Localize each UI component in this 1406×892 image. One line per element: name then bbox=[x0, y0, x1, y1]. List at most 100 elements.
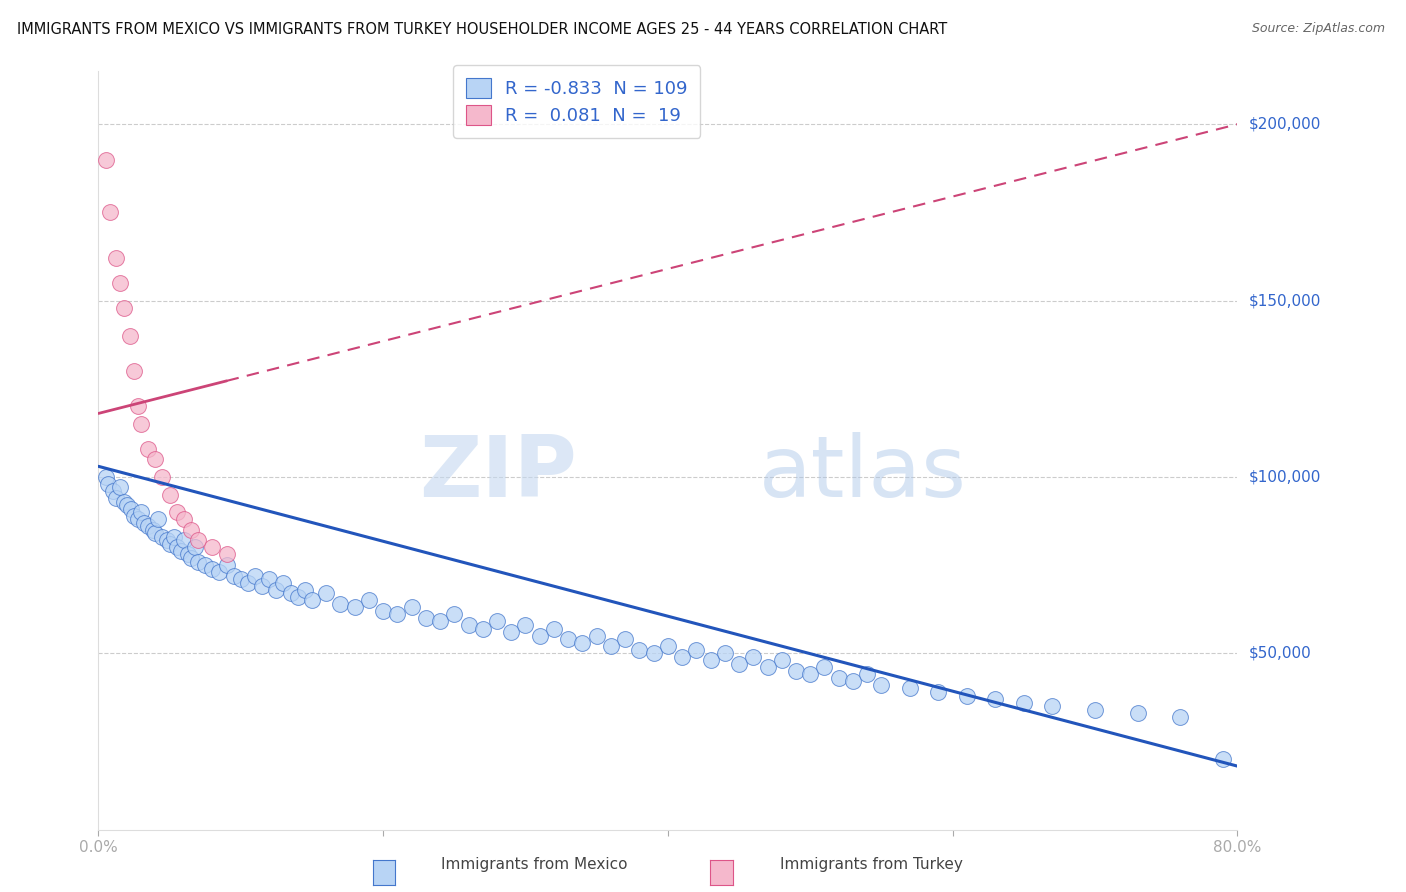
Text: Immigrants from Turkey: Immigrants from Turkey bbox=[780, 857, 963, 872]
Point bbox=[956, 689, 979, 703]
Point bbox=[104, 491, 127, 505]
Point bbox=[571, 635, 593, 649]
Point bbox=[585, 629, 607, 643]
Point bbox=[401, 600, 423, 615]
Point bbox=[236, 575, 259, 590]
Point bbox=[98, 205, 121, 219]
Point bbox=[148, 512, 170, 526]
Point bbox=[163, 530, 186, 544]
Point bbox=[173, 533, 195, 548]
Point bbox=[266, 582, 288, 597]
Point bbox=[145, 526, 167, 541]
Point bbox=[273, 575, 295, 590]
Point bbox=[115, 498, 138, 512]
Point bbox=[756, 660, 779, 674]
Point bbox=[222, 568, 245, 582]
Point bbox=[515, 618, 537, 632]
Point bbox=[287, 590, 309, 604]
Point bbox=[194, 558, 217, 572]
Point bbox=[813, 660, 835, 674]
Point bbox=[170, 544, 193, 558]
Legend: R = -0.833  N = 109, R =  0.081  N =  19: R = -0.833 N = 109, R = 0.081 N = 19 bbox=[453, 65, 700, 137]
Text: Source: ZipAtlas.com: Source: ZipAtlas.com bbox=[1251, 22, 1385, 36]
Point bbox=[166, 541, 188, 555]
Point bbox=[529, 629, 551, 643]
Text: $50,000: $50,000 bbox=[1249, 646, 1312, 661]
Point bbox=[294, 582, 316, 597]
Point bbox=[259, 572, 281, 586]
Point bbox=[129, 417, 152, 431]
Point bbox=[600, 639, 623, 653]
Point bbox=[187, 555, 209, 569]
Point bbox=[387, 607, 409, 622]
Point bbox=[173, 512, 195, 526]
Point bbox=[543, 622, 565, 636]
Point bbox=[842, 674, 865, 689]
Point bbox=[152, 530, 174, 544]
Point bbox=[120, 501, 142, 516]
Point bbox=[104, 252, 127, 266]
Point bbox=[443, 607, 465, 622]
Text: Immigrants from Mexico: Immigrants from Mexico bbox=[441, 857, 627, 872]
Point bbox=[429, 615, 451, 629]
Point bbox=[870, 678, 893, 692]
Point bbox=[118, 329, 141, 343]
Point bbox=[159, 537, 181, 551]
Point bbox=[208, 565, 231, 579]
Point bbox=[1170, 709, 1192, 723]
Point bbox=[229, 572, 252, 586]
Point bbox=[714, 646, 737, 660]
Point bbox=[898, 681, 921, 696]
Point bbox=[108, 481, 131, 495]
Text: $200,000: $200,000 bbox=[1249, 117, 1320, 132]
Point bbox=[699, 653, 721, 667]
Point bbox=[201, 561, 224, 575]
Point bbox=[250, 579, 273, 593]
Text: $150,000: $150,000 bbox=[1249, 293, 1320, 308]
Point bbox=[159, 487, 181, 501]
Point bbox=[112, 301, 135, 315]
Point bbox=[108, 276, 131, 290]
Point bbox=[280, 586, 302, 600]
Point bbox=[101, 483, 124, 498]
Point bbox=[156, 533, 179, 548]
Point bbox=[1084, 703, 1107, 717]
Point bbox=[177, 548, 200, 562]
Text: ZIP: ZIP bbox=[419, 432, 576, 515]
Point bbox=[136, 519, 159, 533]
Point bbox=[243, 568, 266, 582]
Point bbox=[215, 548, 238, 562]
Point bbox=[785, 664, 807, 678]
Point bbox=[628, 642, 651, 657]
Point bbox=[152, 470, 174, 484]
Point bbox=[685, 642, 707, 657]
Point bbox=[671, 649, 693, 664]
Point bbox=[180, 551, 202, 566]
Point bbox=[215, 558, 238, 572]
Point bbox=[187, 533, 209, 548]
Point bbox=[343, 600, 366, 615]
Point bbox=[122, 364, 145, 378]
Point bbox=[180, 523, 202, 537]
Point bbox=[770, 653, 793, 667]
Text: atlas: atlas bbox=[759, 432, 967, 515]
Point bbox=[145, 452, 167, 467]
Point bbox=[132, 516, 155, 530]
Point bbox=[486, 615, 509, 629]
Point bbox=[184, 541, 207, 555]
Point bbox=[828, 671, 851, 685]
Point bbox=[127, 512, 149, 526]
Point bbox=[1012, 696, 1035, 710]
Point bbox=[799, 667, 821, 681]
Point bbox=[557, 632, 579, 647]
Point bbox=[315, 586, 337, 600]
Point bbox=[1126, 706, 1149, 721]
Point bbox=[201, 541, 224, 555]
Point bbox=[415, 611, 437, 625]
Point bbox=[141, 523, 163, 537]
Point bbox=[94, 470, 117, 484]
Point bbox=[1040, 699, 1063, 714]
Point bbox=[927, 685, 949, 699]
Point bbox=[742, 649, 765, 664]
Point bbox=[127, 400, 149, 414]
